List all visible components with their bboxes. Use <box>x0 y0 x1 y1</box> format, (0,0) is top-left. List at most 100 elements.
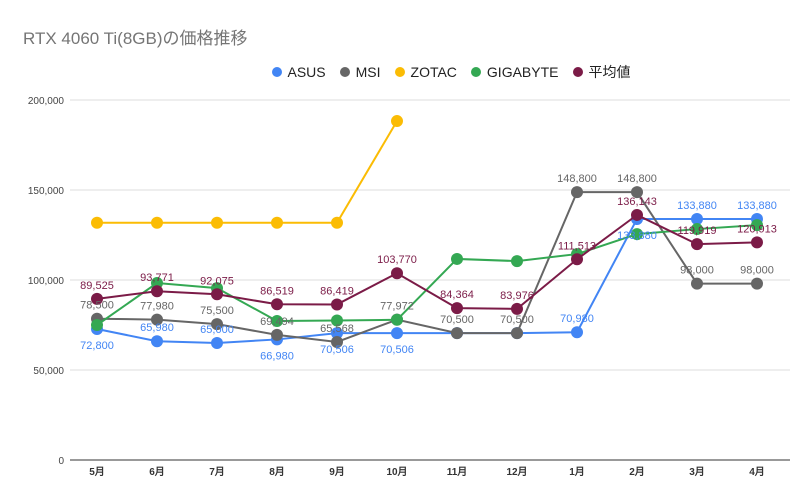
data-label: 77,972 <box>380 301 414 313</box>
legend-dot-icon <box>271 67 282 77</box>
data-label: 70,500 <box>440 314 474 326</box>
data-point <box>391 267 403 280</box>
data-label: 70,506 <box>320 344 354 356</box>
data-label: 65,568 <box>320 323 354 335</box>
data-point <box>511 327 523 340</box>
data-label: 148,800 <box>557 173 597 185</box>
data-point <box>451 252 463 265</box>
series-line <box>96 213 758 310</box>
data-point <box>751 277 763 290</box>
legend-item: MSI <box>339 62 381 82</box>
data-point <box>451 327 463 340</box>
data-point <box>331 298 343 311</box>
data-label: 133,880 <box>737 200 777 212</box>
data-label: 86,419 <box>320 285 354 297</box>
data-label: 92,075 <box>200 275 234 287</box>
data-label: 70,506 <box>380 344 414 356</box>
data-point <box>331 335 343 348</box>
x-tick-label: 8月 <box>269 466 285 478</box>
data-point <box>691 223 703 236</box>
data-point <box>271 216 283 229</box>
x-tick-label: 2月 <box>629 466 645 478</box>
data-point <box>571 186 583 199</box>
y-tick-label: 100,000 <box>28 276 65 287</box>
data-label: 133,880 <box>677 200 717 212</box>
data-point <box>391 115 403 128</box>
data-point <box>211 318 223 331</box>
x-tick-label: 12月 <box>506 466 527 478</box>
data-point <box>511 302 523 315</box>
data-point <box>451 302 463 315</box>
x-tick-label: 5月 <box>89 466 105 478</box>
series-line <box>96 191 757 343</box>
data-point <box>331 327 343 340</box>
series-平均値 <box>91 208 763 315</box>
y-tick-label: 50,000 <box>33 366 64 377</box>
data-label: 83,976 <box>500 290 534 302</box>
series-GIGABYTE <box>91 219 763 331</box>
data-label: 70,500 <box>500 314 534 326</box>
data-label: 84,364 <box>440 289 474 301</box>
legend-item: 平均値 <box>572 62 631 82</box>
series-ASUS <box>91 213 763 349</box>
legend-dot-icon <box>470 67 481 77</box>
data-point <box>91 319 103 331</box>
x-tick-label: 9月 <box>329 466 345 478</box>
data-label: 65,000 <box>200 324 234 336</box>
series-ZOTAC <box>91 115 403 229</box>
series-line <box>96 224 758 326</box>
data-point <box>271 328 283 341</box>
data-point <box>691 238 703 251</box>
data-label: 65,980 <box>140 322 174 334</box>
data-label: 98,000 <box>680 265 714 277</box>
data-point <box>571 253 583 266</box>
legend-dot-icon <box>339 67 350 77</box>
data-label: 89,525 <box>80 280 114 292</box>
data-point <box>751 219 763 232</box>
data-point <box>211 216 223 229</box>
data-label: 72,800 <box>80 340 114 352</box>
data-label: 70,980 <box>560 313 594 325</box>
legend-label: 平均値 <box>588 64 631 80</box>
series-line <box>96 218 757 345</box>
data-label: 111,513 <box>558 240 596 252</box>
data-point <box>631 228 643 241</box>
data-point <box>271 298 283 311</box>
y-tick-label: 150,000 <box>28 186 65 197</box>
data-point <box>151 313 163 326</box>
data-label: 103,770 <box>377 254 417 266</box>
data-label: 93,771 <box>140 272 174 284</box>
data-label: 77,980 <box>140 301 174 313</box>
data-point <box>91 292 103 305</box>
x-tick-label: 1月 <box>569 466 585 478</box>
data-point <box>511 255 523 268</box>
data-point <box>691 277 703 290</box>
x-tick-label: 3月 <box>689 466 705 478</box>
data-point <box>91 216 103 229</box>
legend-label: ASUS <box>287 64 326 80</box>
chart-title: RTX 4060 Ti(8GB)の価格推移 <box>23 29 248 48</box>
x-tick-label: 6月 <box>149 466 165 478</box>
y-tick-label: 0 <box>58 456 64 467</box>
data-point <box>211 288 223 301</box>
data-point <box>271 315 283 328</box>
y-tick-label: 200,000 <box>28 96 65 107</box>
data-point <box>691 213 703 226</box>
data-point <box>391 327 403 340</box>
legend-label: GIGABYTE <box>486 64 559 80</box>
data-point <box>331 314 343 327</box>
data-point <box>391 313 403 326</box>
data-label: 148,800 <box>617 173 657 185</box>
x-tick-label: 7月 <box>209 466 225 478</box>
legend-item: GIGABYTE <box>470 62 559 82</box>
data-label: 136,143 <box>617 196 657 208</box>
data-point <box>631 186 643 199</box>
data-label: 69,494 <box>260 316 294 328</box>
data-label: 120,913 <box>737 223 777 235</box>
x-tick-label: 4月 <box>749 466 765 478</box>
data-label: 75,500 <box>200 305 234 317</box>
data-point <box>631 208 643 221</box>
legend-item: ASUS <box>271 62 326 82</box>
